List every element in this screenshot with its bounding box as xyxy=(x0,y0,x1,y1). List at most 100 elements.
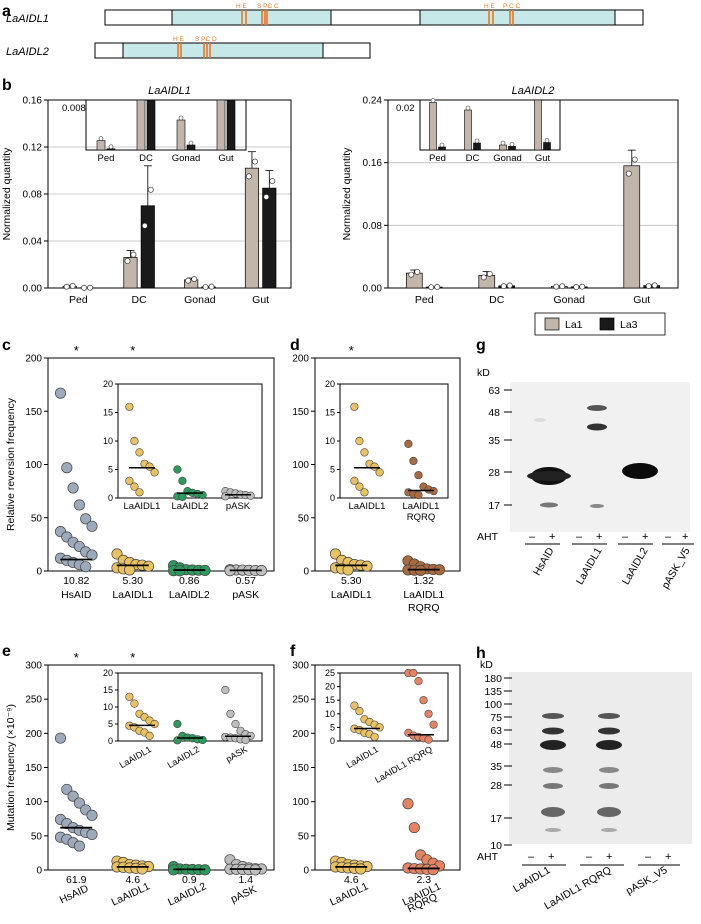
blot-h-markers: 180 135 100 75 63 48 35 28 17 10 xyxy=(484,673,512,852)
b1-dot-La1-Gut-0 xyxy=(245,173,252,180)
b1-inset-bar-0-Gut xyxy=(216,99,226,151)
c-inset-point-laaidl1-0 xyxy=(125,402,134,411)
b2-inset-ytick-label: 0.02 xyxy=(396,103,415,114)
b1-inset-xtick-3: Gut xyxy=(218,153,234,164)
legend-label-la3: La3 xyxy=(620,319,638,331)
b1-dot-La1-Gonad-1 xyxy=(191,276,198,283)
d-group-label2-rqrq_d: RQRQ xyxy=(408,602,440,614)
f-ytick-label-1: 50 xyxy=(298,831,310,842)
chart-b-laaidl2: LaAIDL2 0.00 0.08 0.16 0.24 Normalized quanti… xyxy=(341,85,679,306)
b2-ylabel: Normalized quantity xyxy=(341,147,353,241)
f-inset-point-rqrq_f-2 xyxy=(414,677,423,686)
b2-inset-dot-1-Ped xyxy=(439,142,445,148)
d-star-0: * xyxy=(349,343,354,358)
e-ytick-label-0: 0 xyxy=(36,866,42,877)
b2-inset-bar-0-Ped xyxy=(429,102,437,151)
c-star-1: * xyxy=(130,343,135,358)
svg-text:–: – xyxy=(529,531,536,543)
b1-inset-frame xyxy=(85,99,247,151)
c-inset-point-pask-6 xyxy=(221,492,230,501)
b1-xtick-2: Gonad xyxy=(184,294,216,306)
c-inset-point-laaidl1-2 xyxy=(135,448,144,457)
d-ytick-label-0: 0 xyxy=(303,567,309,578)
b2-inset-bar-0-Gut xyxy=(534,99,542,151)
c-inset-ytick-label-2: 10 xyxy=(103,436,113,446)
b2-dot-La1-Gut-0 xyxy=(625,170,632,177)
b2-inset-bar-0-DC xyxy=(464,109,472,151)
c-inset-point-pask-5 xyxy=(246,491,255,500)
e-point-hsaid-5 xyxy=(86,809,98,821)
svg-text:+: + xyxy=(606,851,612,863)
c-point-hsaid-0 xyxy=(54,387,67,399)
d-inset-point-laaidl1-2 xyxy=(360,448,369,457)
c-median-label-pask: 0.57 xyxy=(236,575,257,587)
d-inset-ytick-label-0: 0 xyxy=(330,493,335,503)
f-inset-point-rqrq_f-5 xyxy=(429,720,438,729)
c-group-label-pask: pASK xyxy=(232,589,259,601)
e-star-1: * xyxy=(130,650,135,665)
svg-text:+: + xyxy=(596,531,602,543)
f-point-laaidl1-10 xyxy=(355,863,367,875)
d-group-label-laaidl1: LaAIDL1 xyxy=(331,589,372,601)
blot-h-lane-pask: pASK_V5 xyxy=(624,864,670,897)
f-median-label-laaidl1: 4.6 xyxy=(344,874,359,886)
e-point-laaidl1-10 xyxy=(136,863,148,875)
b1-bar-La3-DC xyxy=(140,205,155,289)
c-star-0: * xyxy=(74,343,79,358)
e-inset-point-laaidl1-0 xyxy=(125,692,134,701)
b2-inset-bar-1-Gonad xyxy=(508,145,516,151)
b1-dot-La1-Ped-0 xyxy=(63,283,70,290)
c-group-label-laaidl1: LaAIDL1 xyxy=(112,589,153,601)
b1-inset-dot-0-Gonad xyxy=(178,115,184,121)
b2-xtick-1: DC xyxy=(489,294,505,306)
e-median-label-pask: 1.4 xyxy=(238,874,253,886)
e-inset-xtick-1: LaAIDL2 xyxy=(166,744,201,770)
c-inset-point-laaidl1-1 xyxy=(130,436,139,446)
d-inset-point-rqrq_d-8 xyxy=(414,491,423,500)
panel-label-g: g xyxy=(476,337,486,354)
e-inset-point-pask-2 xyxy=(231,719,240,729)
legend-label-la1: La1 xyxy=(565,319,583,331)
d-inset-ytick-label-3: 15 xyxy=(325,408,335,418)
b1-ytick-label-1: 0.04 xyxy=(23,237,43,248)
b1-inset-dot-0-Ped xyxy=(98,136,104,141)
svg-text:+: + xyxy=(549,531,555,543)
b1-dot-La1-DC-1 xyxy=(130,251,137,258)
b1-inset-xtick-0: Ped xyxy=(98,153,115,164)
panel-label-c: c xyxy=(2,337,11,354)
f-inset-point-rqrq_f-10 xyxy=(424,735,433,744)
blot-h-marker-63: 63 xyxy=(490,725,502,737)
site-label-3: H E xyxy=(484,3,496,10)
f-inset-point-rqrq_f-3 xyxy=(419,696,428,705)
chart-f: 0501001502002503004.6LaAIDL12.3LaAIDL1RQ… xyxy=(292,661,461,915)
panel-label-f: f xyxy=(290,643,296,660)
blot-h-lane-laaidl1: LaAIDL1 xyxy=(511,864,553,895)
e-ytick-label-5: 250 xyxy=(25,695,42,706)
f-ytick-label-3: 150 xyxy=(292,763,309,774)
e-ytick-label-3: 150 xyxy=(25,763,42,774)
d-ytick-label-3: 150 xyxy=(292,407,309,418)
c-point-hsaid-16 xyxy=(80,561,92,573)
c-ylabel: Relative reversion frequency xyxy=(5,397,17,531)
e-point-hsaid-2 xyxy=(67,790,79,802)
b1-ytick-label-4: 0.16 xyxy=(23,96,43,107)
c-inset-ytick-label-1: 5 xyxy=(108,465,113,475)
e-ylabel: Mutation frequency (×10⁻⁹) xyxy=(5,704,17,831)
b2-dot-La3-DC-0 xyxy=(500,283,507,290)
b2-inset-bar-1-DC xyxy=(473,142,481,151)
b1-inset-dot-1-Ped xyxy=(108,144,114,150)
chart-d: 0501001502005.30LaAIDL11.32LaAIDL1RQRQ*0… xyxy=(292,343,461,614)
f-inset-point-laaidl1-5 xyxy=(375,723,384,732)
b1-xtick-3: Gut xyxy=(252,294,269,306)
b2-inset-xtick-3: Gut xyxy=(535,153,551,164)
c-median-label-laaidl2: 0.86 xyxy=(179,575,200,587)
f-point-rqrq_f-10 xyxy=(427,864,439,876)
e-inset-point-laaidl1-10 xyxy=(145,731,154,741)
c-inset-ytick-label-4: 20 xyxy=(103,379,113,389)
b2-inset-dot-0-Gonad xyxy=(500,140,506,146)
b2-dot-La1-Ped-0 xyxy=(408,271,415,278)
b1-title: LaAIDL1 xyxy=(148,85,191,97)
f-inset-xtick-1: LaAIDL1 RQRQ xyxy=(373,744,434,785)
panel-label-a: a xyxy=(2,3,11,20)
